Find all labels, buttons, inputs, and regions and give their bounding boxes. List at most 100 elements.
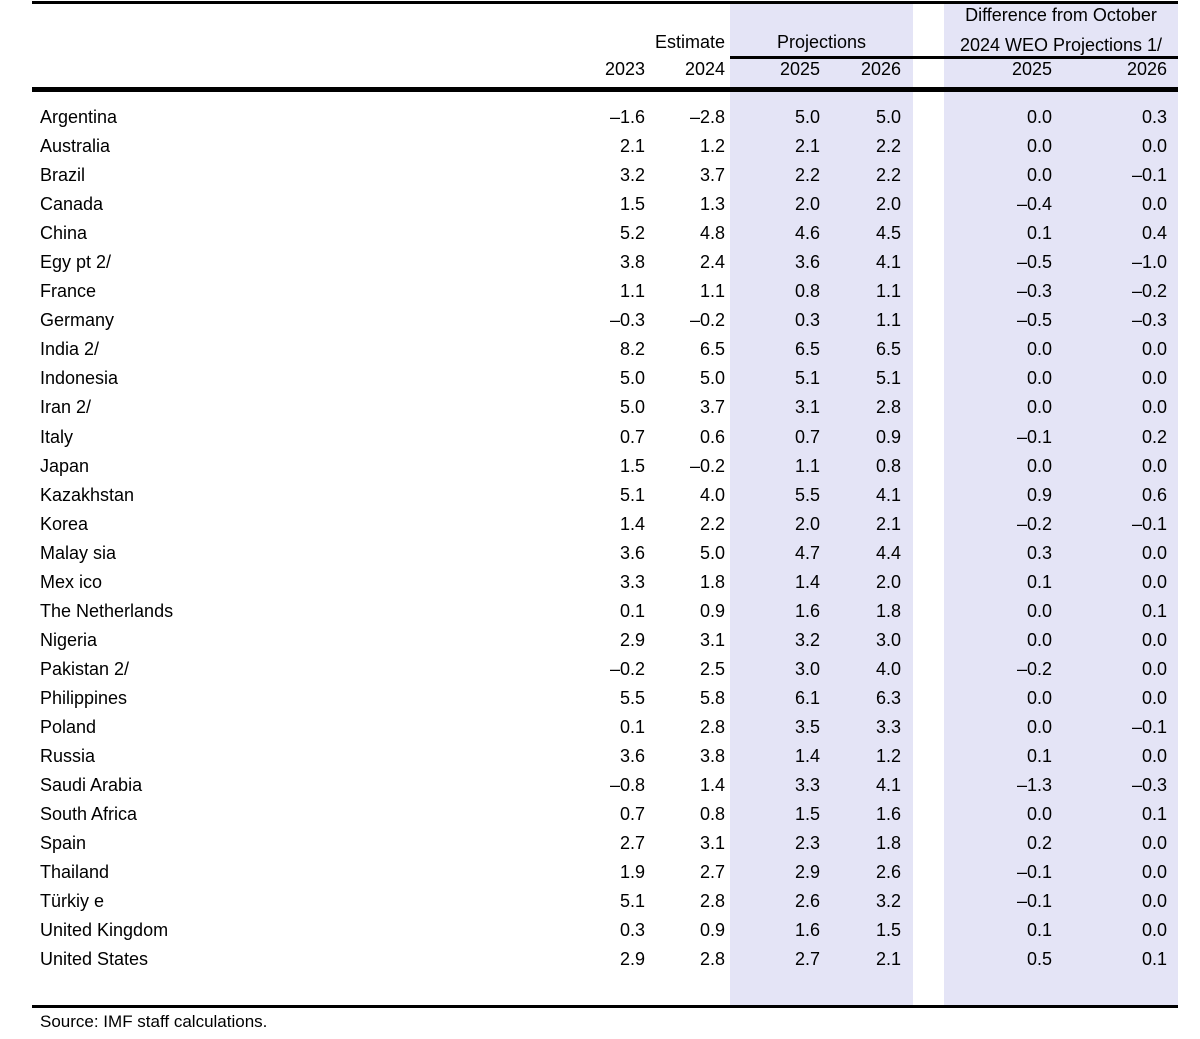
value-cell: 2.9 [794,862,820,883]
value-cell: 3.6 [619,542,645,563]
value-cell: 2.4 [699,252,725,273]
value-cell: 2.6 [875,862,901,883]
table-row: Spain 2.7 3.1 2.3 1.8 0.2 0.0 [32,829,1178,858]
country-label: Malay sia [40,542,117,563]
value-cell: 6.3 [875,687,901,708]
value-cell: 4.1 [875,252,901,273]
value-cell: –0.1 [1131,513,1167,534]
value-cell: 2.1 [875,949,901,970]
value-cell: 0.1 [1026,223,1052,244]
value-cell: 0.2 [1026,833,1052,854]
value-cell: 0.6 [1141,484,1167,505]
value-cell: 0.0 [1026,717,1052,737]
value-cell: 0.0 [1141,833,1167,854]
value-cell: 2.2 [699,513,725,534]
value-cell: 2.1 [619,136,645,157]
value-cell: 3.6 [794,252,820,273]
table-row: Malay sia 3.6 5.0 4.7 4.4 0.3 0.0 [32,539,1178,568]
value-cell: 3.5 [794,717,820,737]
year-header-2024: 2024 [684,58,725,79]
source-note: Source: IMF staff calculations. [40,1012,268,1031]
value-cell: 6.5 [699,339,725,360]
value-cell: 2.6 [794,891,820,912]
year-header-2025-difference: 2025 [1011,58,1052,79]
country-label: Australia [40,136,111,157]
year-header-row: 2023 2024 2025 2026 2025 2026 [32,58,1178,80]
group-header-underline [730,56,1178,59]
value-cell: –0.2 [1131,281,1167,302]
value-cell: 1.6 [875,804,901,825]
value-cell: 0.0 [1141,339,1167,360]
value-cell: 1.5 [875,920,901,941]
value-cell: 0.0 [1141,571,1167,592]
value-cell: –1.6 [609,107,645,128]
country-label: France [40,281,97,302]
table-row: United Kingdom 0.3 0.9 1.6 1.5 0.1 0.0 [32,916,1178,945]
value-cell: 1.2 [875,746,901,767]
table-row: China 5.2 4.8 4.6 4.5 0.1 0.4 [32,219,1178,248]
value-cell: 3.0 [794,658,820,679]
value-cell: 4.7 [794,542,820,563]
value-cell: 0.7 [619,426,645,447]
value-cell: 4.8 [699,223,725,244]
value-cell: 1.3 [699,194,725,215]
value-cell: 2.3 [794,833,820,854]
value-cell: 3.2 [619,165,645,186]
table-row: India 2/ 8.2 6.5 6.5 6.5 0.0 0.0 [32,335,1178,364]
country-label: Kazakhstan [40,484,135,505]
table-row: Saudi Arabia –0.8 1.4 3.3 4.1 –1.3 –0.3 [32,771,1178,800]
value-cell: 0.3 [619,920,645,941]
value-cell: 1.5 [794,804,820,825]
table-row: Canada 1.5 1.3 2.0 2.0 –0.4 0.0 [32,190,1178,219]
table-row: Argentina –1.6 –2.8 5.0 5.0 0.0 0.3 [32,103,1178,132]
value-cell: 5.0 [794,107,820,128]
value-cell: –0.2 [1016,513,1052,534]
value-cell: 4.1 [875,775,901,796]
value-cell: 3.1 [794,397,820,418]
year-header-2025-projection: 2025 [779,58,820,79]
value-cell: 0.8 [699,804,725,825]
value-cell: 0.0 [1141,746,1167,767]
value-cell: 5.1 [875,368,901,389]
value-cell: –0.3 [609,310,645,331]
table-row: Korea 1.4 2.2 2.0 2.1 –0.2 –0.1 [32,510,1178,539]
table-row: Nigeria 2.9 3.1 3.2 3.0 0.0 0.0 [32,626,1178,655]
value-cell: –0.3 [1131,310,1167,331]
country-label: Thailand [40,862,110,883]
value-cell: 1.9 [619,862,645,883]
value-cell: 3.0 [875,629,901,650]
estimate-group-header: Estimate [654,32,725,52]
value-cell: 2.7 [699,862,725,883]
value-cell: 0.0 [1026,397,1052,418]
value-cell: 1.4 [794,746,820,767]
value-cell: 5.0 [619,368,645,389]
table-row: Philippines 5.5 5.8 6.1 6.3 0.0 0.0 [32,684,1178,713]
value-cell: 4.0 [699,484,725,505]
value-cell: –0.3 [1016,281,1052,302]
value-cell: 3.1 [699,629,725,650]
value-cell: 0.1 [1026,571,1052,592]
value-cell: 2.9 [619,629,645,650]
country-label: Brazil [40,165,86,186]
value-cell: 3.2 [875,891,901,912]
value-cell: 5.8 [699,687,725,708]
country-label: India 2/ [40,339,100,360]
value-cell: 0.0 [1141,136,1167,157]
value-cell: –0.1 [1131,717,1167,737]
value-cell: 0.0 [1141,397,1167,418]
country-label: Philippines [40,687,128,708]
value-cell: 2.8 [699,891,725,912]
value-cell: 0.3 [1026,542,1052,563]
value-cell: 0.0 [1141,455,1167,476]
value-cell: 0.9 [699,600,725,621]
value-cell: 0.0 [1141,194,1167,215]
value-cell: 0.1 [1026,746,1052,767]
value-cell: –0.2 [689,455,725,476]
country-label: The Netherlands [40,600,174,621]
value-cell: –0.2 [609,658,645,679]
value-cell: 1.8 [699,571,725,592]
country-label: Saudi Arabia [40,775,143,796]
header-body-separator-rule [32,87,1178,92]
value-cell: 0.9 [1026,484,1052,505]
value-cell: 2.7 [794,949,820,970]
